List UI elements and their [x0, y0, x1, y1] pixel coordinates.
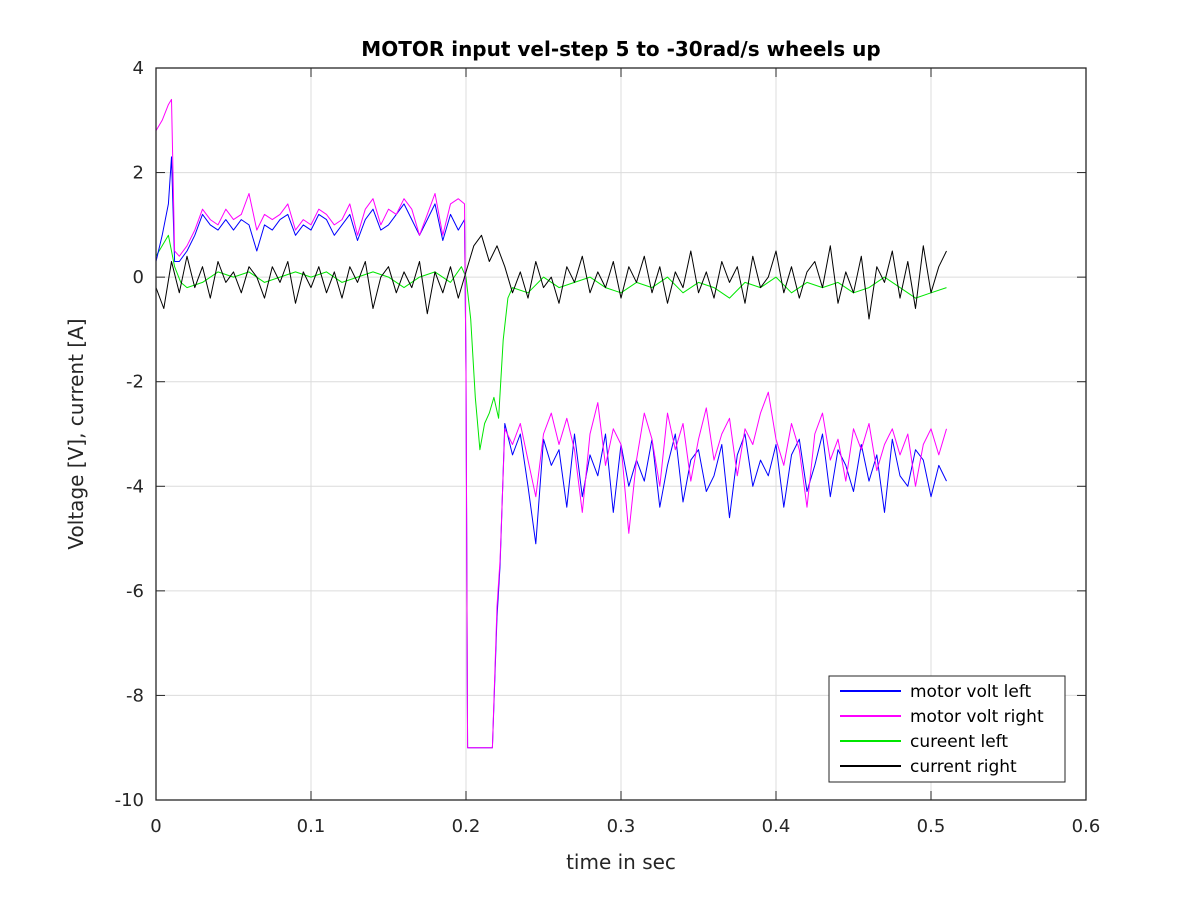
chart-title: MOTOR input vel-step 5 to -30rad/s wheel… [361, 37, 880, 61]
legend-label: cureent left [910, 732, 1008, 752]
x-tick-label: 0.5 [917, 816, 946, 837]
x-tick-label: 0.2 [452, 816, 481, 837]
y-tick-label: -2 [126, 372, 144, 393]
legend: motor volt left motor volt right cureent l… [828, 675, 1066, 783]
y-axis-label: Voltage [V], current [A] [64, 318, 88, 549]
y-tick-label: 4 [133, 58, 144, 79]
y-tick-label: -6 [126, 581, 144, 602]
legend-label: motor volt right [910, 707, 1044, 727]
legend-label: motor volt left [910, 682, 1032, 702]
x-tick-label: 0.6 [1072, 816, 1101, 837]
series-line-current-right [155, 234, 947, 320]
legend-label: current right [910, 757, 1017, 777]
legend-box [828, 675, 1066, 783]
x-tick-label: 0.3 [607, 816, 636, 837]
series-line-motor-volt-right [155, 98, 947, 749]
axis-ticks: 0 0.1 0.2 0.3 0.4 0.5 0.6 -10 -8 -6 -4 -2 0 2 4 [115, 58, 1101, 837]
x-tick-label: 0 [150, 816, 161, 837]
y-tick-label: 0 [133, 267, 144, 288]
series-line-cureent-left [155, 234, 947, 451]
y-tick-label: -8 [126, 685, 144, 706]
grid-lines [156, 68, 1086, 800]
series-lines [155, 98, 947, 749]
x-axis-label: time in sec [566, 850, 676, 874]
x-tick-label: 0.4 [762, 816, 791, 837]
y-tick-label: -4 [126, 476, 144, 497]
x-tick-label: 0.1 [297, 816, 326, 837]
y-tick-label: -10 [115, 790, 144, 811]
y-tick-label: 2 [133, 163, 144, 184]
series-line-motor-volt-left [155, 156, 947, 749]
